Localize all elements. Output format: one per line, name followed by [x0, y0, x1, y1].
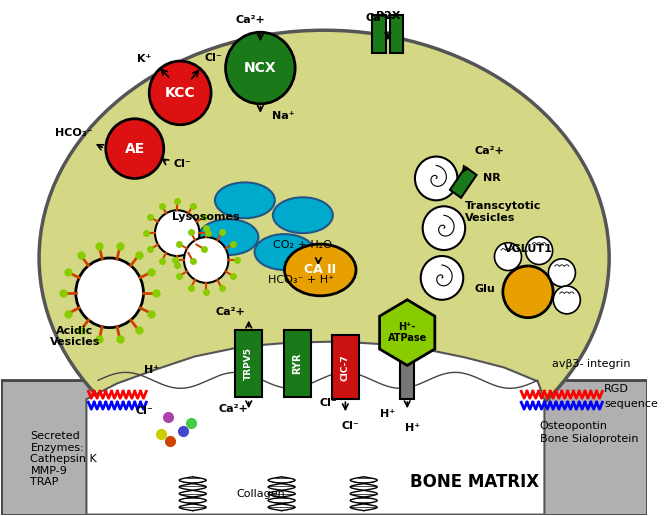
Text: TRPV5: TRPV5	[244, 347, 253, 380]
Text: HCO₃⁻ + H⁺: HCO₃⁻ + H⁺	[268, 275, 334, 285]
Bar	[390, 15, 403, 53]
Text: Acidic
Vesicles: Acidic Vesicles	[49, 326, 100, 347]
Text: VGLUT1: VGLUT1	[504, 244, 552, 254]
Text: Ca²+: Ca²+	[365, 13, 395, 23]
Circle shape	[548, 259, 575, 287]
Ellipse shape	[255, 234, 315, 270]
Bar	[283, 330, 311, 397]
Text: CA II: CA II	[304, 264, 336, 277]
Circle shape	[553, 286, 580, 314]
Circle shape	[226, 32, 295, 104]
Polygon shape	[379, 300, 435, 365]
Text: Cl⁻: Cl⁻	[341, 421, 359, 431]
Text: sequence: sequence	[605, 399, 658, 409]
Bar	[400, 354, 414, 399]
Circle shape	[155, 210, 200, 256]
Text: Lysosomes: Lysosomes	[172, 212, 240, 222]
Text: Cl⁻: Cl⁻	[136, 406, 153, 416]
Text: H⁺-
ATPase: H⁺- ATPase	[387, 322, 427, 343]
Text: HCO₃⁻: HCO₃⁻	[55, 127, 92, 138]
Text: H⁺: H⁺	[380, 409, 395, 419]
Text: Ca²+: Ca²+	[236, 15, 266, 25]
Ellipse shape	[285, 244, 356, 296]
Text: H⁺: H⁺	[144, 365, 159, 375]
Ellipse shape	[215, 183, 275, 218]
Text: CO₂ + H₂O: CO₂ + H₂O	[273, 240, 333, 250]
Text: P2X: P2X	[375, 11, 400, 21]
Text: Na⁺: Na⁺	[272, 111, 295, 121]
Bar	[373, 15, 386, 53]
Circle shape	[423, 206, 465, 250]
Text: Collagen: Collagen	[236, 489, 285, 498]
Text: Cl⁻: Cl⁻	[174, 159, 191, 169]
Ellipse shape	[273, 197, 333, 233]
Text: Ca²+: Ca²+	[475, 146, 504, 155]
Text: Secreted
Enzymes:
Cathepsin K
MMP-9
TRAP: Secreted Enzymes: Cathepsin K MMP-9 TRAP	[30, 431, 97, 488]
Bar	[332, 334, 359, 399]
Circle shape	[503, 266, 553, 318]
Polygon shape	[86, 342, 544, 514]
Text: avβ3- integrin: avβ3- integrin	[552, 360, 631, 369]
Text: K⁺: K⁺	[137, 54, 152, 64]
Circle shape	[526, 237, 552, 265]
Text: Ca²+: Ca²+	[218, 404, 248, 414]
Circle shape	[149, 61, 211, 125]
Text: BONE MATRIX: BONE MATRIX	[410, 473, 539, 491]
Text: AE: AE	[125, 141, 145, 156]
Bar	[235, 330, 263, 397]
Text: ClC-7: ClC-7	[341, 354, 350, 381]
Text: Bone Sialoprotein: Bone Sialoprotein	[540, 434, 638, 444]
Ellipse shape	[39, 30, 609, 486]
Circle shape	[106, 119, 164, 179]
Text: Ca²+: Ca²+	[216, 307, 245, 317]
Text: RGD: RGD	[605, 384, 629, 394]
Text: Transcytotic
Vesicles: Transcytotic Vesicles	[465, 201, 542, 223]
Circle shape	[184, 237, 228, 283]
Ellipse shape	[198, 219, 259, 255]
Text: KCC: KCC	[165, 86, 196, 100]
Circle shape	[75, 258, 144, 328]
Text: Cl⁻: Cl⁻	[204, 53, 222, 63]
Text: NR: NR	[482, 173, 500, 183]
Text: Osteopontin: Osteopontin	[540, 421, 608, 431]
Text: Glu: Glu	[474, 284, 495, 294]
Circle shape	[415, 156, 458, 200]
Text: Cl⁻: Cl⁻	[319, 398, 337, 408]
Text: NCX: NCX	[244, 61, 277, 75]
Text: H⁺: H⁺	[405, 423, 420, 433]
Polygon shape	[450, 167, 476, 198]
Circle shape	[421, 256, 463, 300]
Bar	[1, 380, 647, 514]
Text: RYR: RYR	[292, 352, 302, 374]
Circle shape	[494, 243, 522, 270]
